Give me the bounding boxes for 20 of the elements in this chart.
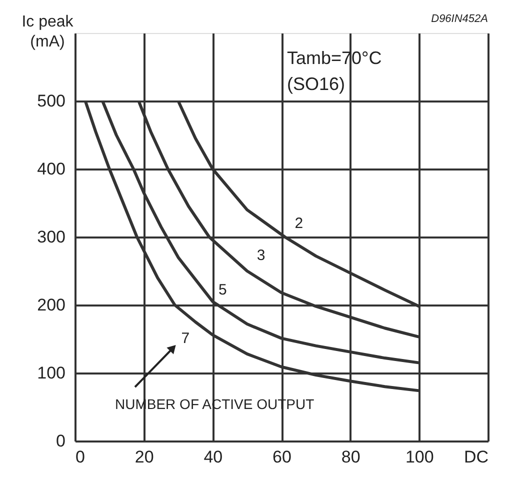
series-label: 3 bbox=[256, 247, 266, 264]
x-tick-label: 100 bbox=[405, 448, 434, 466]
text: D96IN452A bbox=[431, 13, 488, 25]
y-tick-label: 400 bbox=[37, 160, 66, 178]
x-tick-label: 80 bbox=[341, 448, 360, 466]
y-tick-label: 100 bbox=[37, 364, 66, 382]
y-tick-label: 0 bbox=[56, 432, 66, 450]
series-label: 2 bbox=[294, 215, 304, 232]
series-label: 5 bbox=[218, 282, 227, 299]
y-axis-title: Ic peak (mA) bbox=[22, 14, 74, 50]
y-tick-label: 500 bbox=[37, 92, 66, 110]
x-tick-label: 0 bbox=[76, 448, 85, 466]
x-tick-label: 20 bbox=[134, 448, 154, 466]
x-tick-label: 60 bbox=[272, 448, 292, 466]
x-tick-label: DC bbox=[464, 448, 488, 466]
y-tick-label: 300 bbox=[37, 228, 66, 246]
annotation: (SO16) bbox=[287, 74, 346, 94]
y-tick-label: 200 bbox=[37, 296, 66, 314]
series-label: 7 bbox=[181, 330, 190, 347]
x-tick-label: 40 bbox=[204, 448, 223, 466]
